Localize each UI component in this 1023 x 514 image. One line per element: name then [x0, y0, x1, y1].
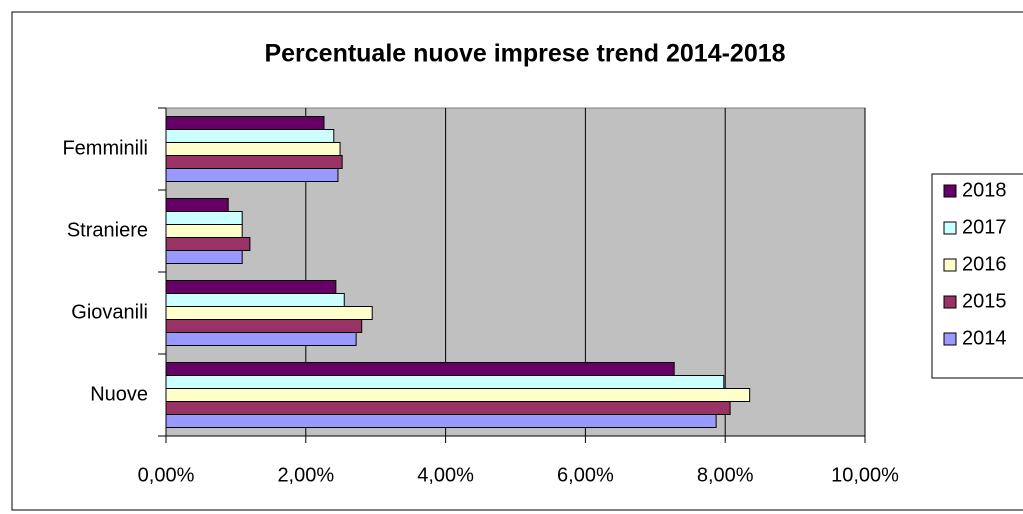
- x-tick-label: 6,00%: [557, 464, 614, 486]
- legend-swatch: [943, 184, 957, 198]
- bar: [165, 401, 731, 415]
- bar: [165, 129, 335, 143]
- bar: [165, 250, 243, 264]
- bar: [165, 414, 717, 428]
- bar: [165, 319, 363, 333]
- bar: [165, 155, 343, 169]
- legend-swatch: [943, 221, 957, 235]
- legend-label: 2014: [962, 327, 1007, 349]
- bar: [165, 332, 357, 346]
- bar: [165, 168, 339, 182]
- x-tick-label: 8,00%: [697, 464, 754, 486]
- bar: [165, 224, 243, 238]
- y-tick-label: Straniere: [67, 219, 148, 241]
- bar: [165, 388, 751, 402]
- legend-label: 2017: [962, 216, 1007, 238]
- legend-label: 2015: [962, 290, 1007, 312]
- y-tick-label: Femminili: [62, 137, 148, 159]
- bar: [165, 116, 325, 130]
- legend-swatch: [943, 332, 957, 346]
- bar: [165, 198, 229, 212]
- x-tick-label: 2,00%: [277, 464, 334, 486]
- bar: [165, 293, 345, 307]
- x-tick-label: 4,00%: [417, 464, 474, 486]
- bar: [165, 237, 251, 251]
- y-tick-label: Nuove: [90, 383, 148, 405]
- legend-label: 2016: [962, 253, 1007, 275]
- bar: [165, 375, 725, 389]
- x-tick-label: 10,00%: [831, 464, 899, 486]
- y-tick-label: Giovanili: [71, 301, 148, 323]
- bar: [165, 362, 675, 376]
- legend-swatch: [943, 295, 957, 309]
- legend-label: 2018: [962, 179, 1007, 201]
- bar: [165, 142, 341, 156]
- bar: [165, 306, 373, 320]
- legend-swatch: [943, 258, 957, 272]
- bar: [165, 280, 337, 294]
- chart-title: Percentuale nuove imprese trend 2014-201…: [264, 40, 785, 68]
- x-tick-label: 0,00%: [138, 464, 195, 486]
- bar: [165, 211, 243, 225]
